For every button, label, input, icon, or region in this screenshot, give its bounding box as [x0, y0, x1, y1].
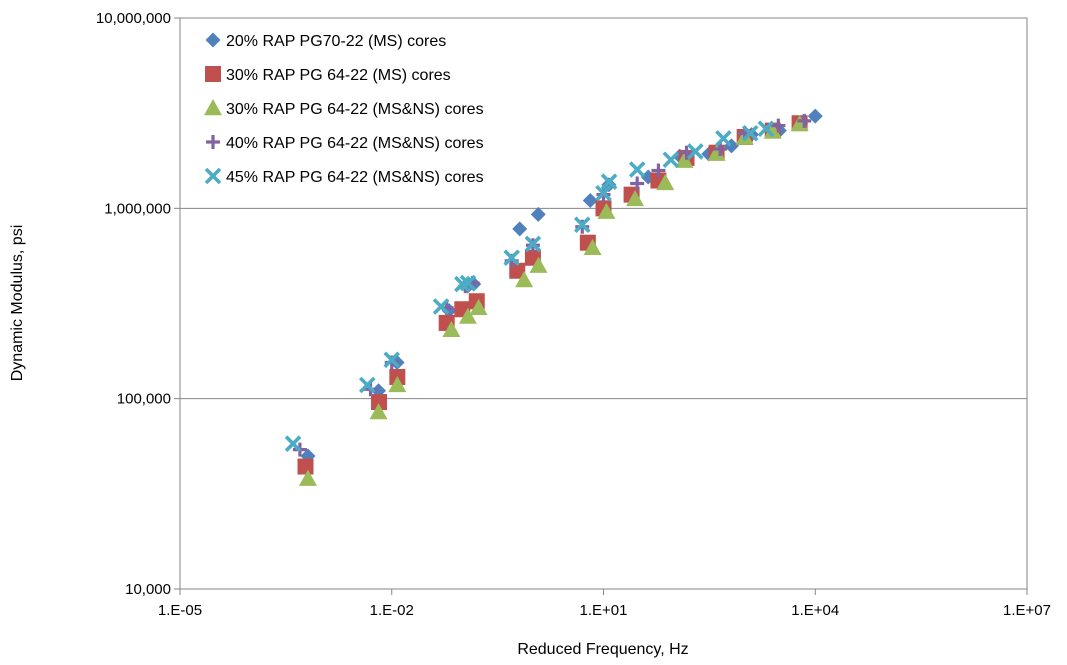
- marks-layer: [284, 108, 823, 486]
- data-point-x: [715, 130, 732, 147]
- series-4: [292, 113, 812, 457]
- data-point-x: [359, 376, 376, 394]
- data-point-x: [687, 143, 704, 160]
- legend-label: 30% RAP PG 64-22 (MS) cores: [226, 67, 451, 84]
- data-point-x: [454, 275, 471, 293]
- data-point-triangle: [763, 122, 782, 139]
- data-point-triangle: [298, 469, 317, 486]
- data-point-triangle: [515, 271, 534, 288]
- data-point-triangle: [626, 189, 645, 207]
- data-point-diamond: [512, 221, 528, 237]
- data-point-plus: [771, 118, 786, 133]
- x-tick-label: 1.E-05: [158, 602, 202, 619]
- data-point-x: [432, 298, 450, 315]
- x-tick-label: 1.E+07: [1003, 602, 1051, 619]
- data-point-triangle: [529, 256, 548, 273]
- data-point-x: [628, 161, 646, 178]
- data-point-x: [741, 124, 759, 142]
- data-point-plus: [651, 163, 666, 178]
- data-point-diamond: [530, 206, 546, 222]
- legend-marker-x: [204, 167, 222, 185]
- y-tick-label: 10,000,000: [96, 10, 171, 27]
- legend-item-3: 30% RAP PG 64-22 (MS&NS) cores: [204, 99, 484, 118]
- legend: 20% RAP PG70-22 (MS) cores 30% RAP PG 64-…: [204, 32, 484, 186]
- data-point-triangle: [597, 202, 616, 219]
- data-point-triangle: [675, 151, 694, 168]
- legend-label: 45% RAP PG 64-22 (MS&NS) cores: [226, 169, 484, 186]
- grid-layer: [180, 207, 1027, 400]
- data-point-x: [284, 435, 302, 452]
- data-point-x: [573, 216, 591, 234]
- legend-item-1: 20% RAP PG70-22 (MS) cores: [205, 32, 446, 50]
- legend-marker-triangle: [204, 99, 222, 116]
- data-point-plus: [797, 113, 812, 128]
- data-point-triangle: [656, 173, 675, 191]
- legend-label: 20% RAP PG70-22 (MS) cores: [226, 33, 446, 50]
- data-point-x: [595, 184, 612, 202]
- data-point-triangle: [707, 144, 726, 161]
- y-tick-label: 100,000: [117, 391, 171, 408]
- legend-item-2: 30% RAP PG 64-22 (MS) cores: [205, 66, 451, 84]
- data-point-diamond: [582, 192, 598, 208]
- x-tick-label: 1.E+04: [791, 602, 839, 619]
- legend-item-4: 40% RAP PG 64-22 (MS&NS) cores: [206, 135, 484, 152]
- data-point-triangle: [583, 238, 602, 256]
- legend-label: 30% RAP PG 64-22 (MS&NS) cores: [226, 101, 484, 118]
- data-point-x: [524, 235, 542, 253]
- legend-label: 40% RAP PG 64-22 (MS&NS) cores: [226, 135, 484, 152]
- series-5: [284, 120, 775, 452]
- ticks-layer: 10,000 100,000 1,000,000 10,000,000 1.E-05 1.…: [96, 10, 1051, 619]
- data-point-plus: [630, 176, 645, 191]
- data-point-triangle: [369, 403, 388, 420]
- data-point-diamond: [807, 108, 823, 124]
- y-axis-title: Dynamic Modulus, psi: [9, 225, 26, 382]
- x-tick-label: 1.E-02: [370, 602, 414, 619]
- data-point-x: [503, 249, 520, 267]
- legend-marker-diamond: [205, 32, 221, 48]
- y-tick-label: 1,000,000: [104, 200, 171, 217]
- data-point-plus: [679, 145, 694, 160]
- data-point-triangle: [458, 307, 477, 324]
- data-point-triangle: [469, 298, 488, 316]
- data-point-triangle: [442, 320, 461, 338]
- data-point-square: [371, 394, 388, 411]
- data-point-plus: [713, 141, 728, 156]
- legend-marker-square: [205, 66, 221, 82]
- y-tick-label: 10,000: [125, 581, 171, 598]
- data-point-triangle: [388, 375, 407, 393]
- data-point-x: [662, 151, 680, 169]
- x-tick-label: 1.E+01: [580, 602, 628, 619]
- data-point-x: [459, 274, 477, 292]
- data-point-square: [297, 458, 314, 475]
- legend-item-5: 45% RAP PG 64-22 (MS&NS) cores: [204, 167, 484, 186]
- data-point-x: [757, 120, 775, 137]
- series-3: [298, 114, 809, 486]
- data-point-x: [600, 173, 618, 190]
- x-axis-title: Reduced Frequency, Hz: [517, 641, 688, 658]
- data-point-x: [383, 351, 401, 369]
- legend-marker-plus: [206, 135, 220, 149]
